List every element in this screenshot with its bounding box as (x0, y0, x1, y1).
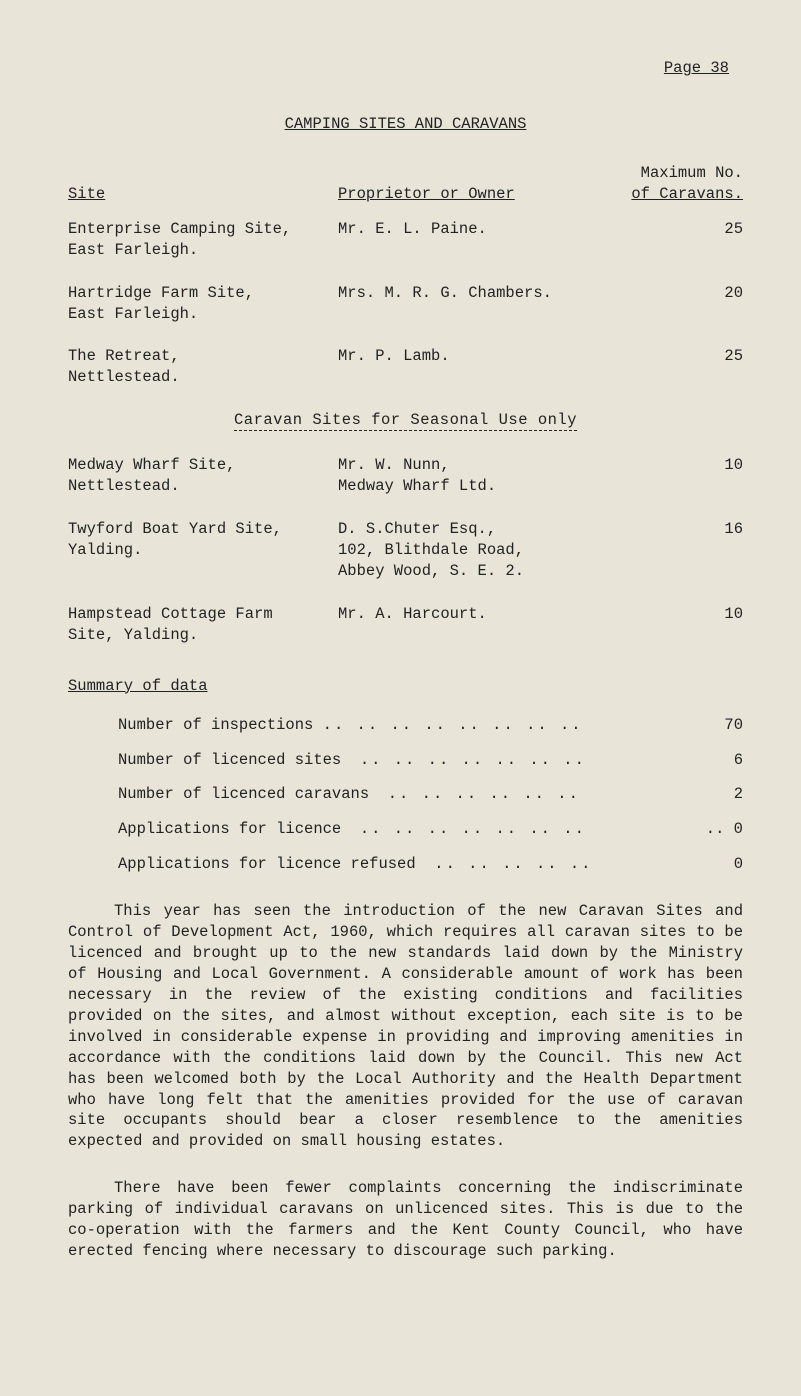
header-max-l2: of Caravans. (631, 185, 743, 203)
cell-owner: D. S.Chuter Esq., 102, Blithdale Road, A… (338, 519, 608, 582)
summary-value: 70 (697, 715, 743, 736)
text: Hartridge Farm Site, (68, 283, 338, 304)
summary-row: Applications for licence refused .. .. .… (68, 854, 743, 875)
document-page: Page 38 CAMPING SITES AND CARAVANS Site … (0, 0, 801, 1396)
cell-max: 25 (608, 219, 743, 261)
text: Mrs. M. R. G. Chambers. (338, 283, 608, 304)
text: Yalding. (68, 540, 338, 561)
cell-max: 10 (608, 604, 743, 646)
summary-row: Applications for licence .. .. .. .. .. … (68, 819, 743, 840)
header-owner: Proprietor or Owner (338, 185, 515, 203)
col-max: Maximum No. of Caravans. (608, 163, 743, 205)
cell-max: 16 (608, 519, 743, 582)
text: Abbey Wood, S. E. 2. (338, 561, 608, 582)
document-title: CAMPING SITES AND CARAVANS (68, 114, 743, 135)
summary-label: Applications for licence refused (118, 854, 434, 875)
cell-owner: Mr. P. Lamb. (338, 346, 608, 388)
cell-owner: Mr. E. L. Paine. (338, 219, 608, 261)
text: Site, Yalding. (68, 625, 338, 646)
summary-value: 6 (697, 750, 743, 771)
summary-row: Number of licenced sites .. .. .. .. .. … (68, 750, 743, 771)
cell-max: 25 (608, 346, 743, 388)
header-site: Site (68, 185, 105, 203)
cell-site: Enterprise Camping Site, East Farleigh. (68, 219, 338, 261)
cell-max: 10 (608, 455, 743, 497)
cell-site: Medway Wharf Site, Nettlestead. (68, 455, 338, 497)
page-number: Page 38 (664, 58, 729, 79)
cell-max: 20 (608, 283, 743, 325)
summary-value: .. 0 (697, 819, 743, 840)
cell-owner: Mrs. M. R. G. Chambers. (338, 283, 608, 325)
body-paragraph: This year has seen the introduction of t… (68, 901, 743, 1152)
text: Twyford Boat Yard Site, (68, 519, 338, 540)
summary-heading: Summary of data (68, 676, 743, 697)
header-max-l1: Maximum No. (608, 163, 743, 184)
table-row: Twyford Boat Yard Site, Yalding. D. S.Ch… (68, 519, 743, 582)
cell-owner: Mr. W. Nunn, Medway Wharf Ltd. (338, 455, 608, 497)
col-site: Site (68, 163, 338, 205)
text: Mr. W. Nunn, (338, 455, 608, 476)
text: Mr. A. Harcourt. (338, 604, 608, 625)
summary-row: Number of inspections .. .. .. .. .. .. … (68, 715, 743, 736)
leader-dots: .. .. .. .. .. .. .. .. (323, 715, 697, 736)
text: The Retreat, (68, 346, 338, 367)
summary-row: Number of licenced caravans .. .. .. .. … (68, 784, 743, 805)
text: Caravan Sites for Seasonal Use only (234, 411, 577, 431)
text: There have been fewer complaints concern… (68, 1179, 743, 1260)
leader-dots: .. .. .. .. .. .. .. (360, 819, 697, 840)
text: Medway Wharf Site, (68, 455, 338, 476)
text: Nettlestead. (68, 476, 338, 497)
cell-site: Twyford Boat Yard Site, Yalding. (68, 519, 338, 582)
text: D. S.Chuter Esq., (338, 519, 608, 540)
summary-value: 2 (697, 784, 743, 805)
text: 102, Blithdale Road, (338, 540, 608, 561)
summary-label: Number of licenced sites (118, 750, 360, 771)
leader-dots: .. .. .. .. .. .. (388, 784, 697, 805)
table-header-row: Site Proprietor or Owner Maximum No. of … (68, 163, 743, 205)
col-owner: Proprietor or Owner (338, 163, 608, 205)
text: East Farleigh. (68, 304, 338, 325)
table-row: Hartridge Farm Site, East Farleigh. Mrs.… (68, 283, 743, 325)
leader-dots: .. .. .. .. .. .. .. (360, 750, 697, 771)
table-row: The Retreat, Nettlestead. Mr. P. Lamb. 2… (68, 346, 743, 388)
seasonal-subheading: Caravan Sites for Seasonal Use only (68, 410, 743, 431)
table-row: Hampstead Cottage Farm Site, Yalding. Mr… (68, 604, 743, 646)
text: Mr. P. Lamb. (338, 346, 608, 367)
cell-site: The Retreat, Nettlestead. (68, 346, 338, 388)
summary-label: Number of inspections (118, 715, 323, 736)
cell-site: Hartridge Farm Site, East Farleigh. (68, 283, 338, 325)
summary-label: Applications for licence (118, 819, 360, 840)
summary-label: Number of licenced caravans (118, 784, 388, 805)
table-row: Enterprise Camping Site, East Farleigh. … (68, 219, 743, 261)
leader-dots: .. .. .. .. .. (434, 854, 697, 875)
cell-owner: Mr. A. Harcourt. (338, 604, 608, 646)
text: Nettlestead. (68, 367, 338, 388)
text: This year has seen the introduction of t… (68, 902, 743, 1150)
text: East Farleigh. (68, 240, 338, 261)
text: Mr. E. L. Paine. (338, 219, 608, 240)
summary-value: 0 (697, 854, 743, 875)
text: Medway Wharf Ltd. (338, 476, 608, 497)
text: Hampstead Cottage Farm (68, 604, 338, 625)
table-row: Medway Wharf Site, Nettlestead. Mr. W. N… (68, 455, 743, 497)
text: Enterprise Camping Site, (68, 219, 338, 240)
cell-site: Hampstead Cottage Farm Site, Yalding. (68, 604, 338, 646)
body-paragraph: There have been fewer complaints concern… (68, 1178, 743, 1262)
